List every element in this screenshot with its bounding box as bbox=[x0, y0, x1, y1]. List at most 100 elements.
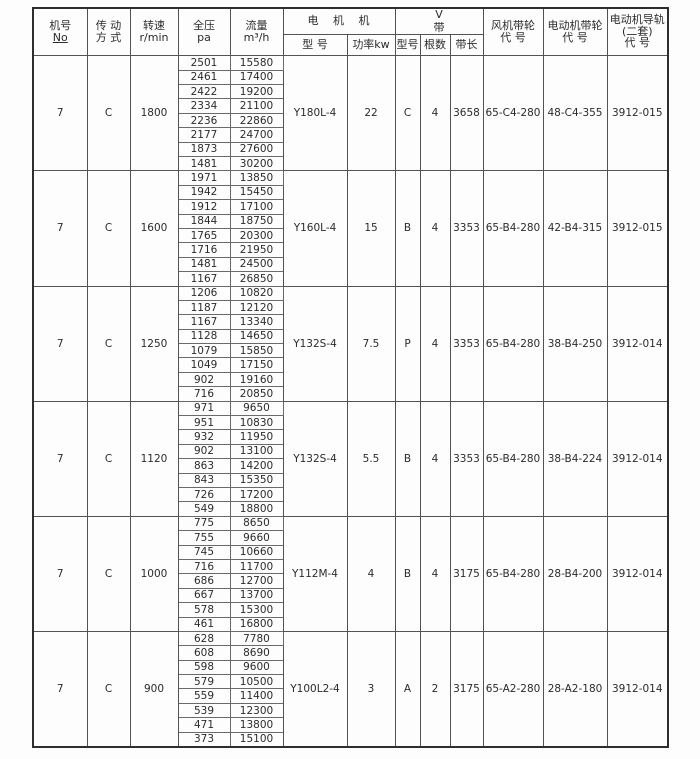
data-row: 951 10830 bbox=[33, 415, 668, 431]
rail-code-cell: 3912-014 bbox=[606, 630, 669, 748]
data-row: 1167 13340 bbox=[33, 314, 668, 330]
motor-power-cell: 4 bbox=[346, 515, 396, 632]
machine-no-cell: 7 bbox=[32, 285, 88, 402]
flow-cell: 9600 bbox=[229, 659, 284, 676]
data-row: 7 C 1800 2501 15580 Y180L-4 22 C 4 3658 65-C4-280 4… bbox=[32, 55, 669, 172]
data-row: 1873 27600 bbox=[33, 141, 668, 158]
flow-cell: 11700 bbox=[229, 558, 284, 575]
flow-cell: 8650 bbox=[229, 515, 284, 532]
flow-cell: 9660 bbox=[229, 530, 284, 546]
motor-model-cell: Y112M-4 bbox=[282, 515, 348, 632]
motor-model-cell: Y100L2-4 bbox=[282, 630, 348, 748]
fan-pulley-code-cell: 65-C4-280 bbox=[482, 55, 544, 172]
header-flow-label: 流量 bbox=[245, 18, 268, 32]
pressure-cell: 745 bbox=[177, 544, 231, 560]
drive-type-cell: C bbox=[86, 400, 131, 517]
flow-cell: 14650 bbox=[229, 328, 284, 345]
data-row: 686 12700 bbox=[33, 573, 668, 589]
data-row: 2236 22860 bbox=[33, 112, 668, 129]
pressure-cell: 1716 bbox=[177, 242, 231, 258]
rail-code-cell: 3912-015 bbox=[606, 170, 669, 287]
data-row: 755 9660 bbox=[33, 530, 668, 546]
rail-code-cell: 3912-014 bbox=[606, 515, 669, 632]
flow-cell: 10500 bbox=[229, 674, 284, 690]
header-pressure: 全压 pa bbox=[177, 7, 231, 57]
motor-model-cell: Y180L-4 bbox=[282, 55, 348, 172]
pressure-cell: 2461 bbox=[177, 69, 231, 86]
fan-pulley-code-cell: 65-B4-280 bbox=[482, 515, 544, 632]
data-row: 549 18800 bbox=[33, 501, 668, 517]
header-rail-label: 电动机导轨 bbox=[609, 13, 665, 27]
pressure-cell: 1206 bbox=[177, 285, 231, 301]
fan-pulley-code-cell: 65-B4-280 bbox=[482, 170, 544, 287]
data-row: 902 19160 bbox=[33, 371, 668, 388]
speed-cell: 1000 bbox=[129, 515, 179, 632]
data-row: 7 C 900 628 7780 Y100L2-4 3 A 2 3175 65-A2-280 28-A… bbox=[32, 630, 669, 748]
data-row: 716 11700 bbox=[33, 558, 668, 575]
belt-length-cell: 3353 bbox=[449, 170, 484, 287]
pressure-cell: 628 bbox=[177, 630, 231, 647]
fan-pulley-code-cell: 65-B4-280 bbox=[482, 285, 544, 402]
flow-cell: 15450 bbox=[229, 184, 284, 201]
header-speed: 转速 r/min bbox=[129, 7, 179, 57]
rail-code-cell: 3912-014 bbox=[606, 400, 669, 517]
pressure-cell: 1167 bbox=[177, 314, 231, 330]
pressure-cell: 1187 bbox=[177, 299, 231, 316]
drive-type-cell: C bbox=[86, 630, 131, 748]
header-machine-no-sublabel: No bbox=[52, 31, 68, 45]
header-vbelt-v: V bbox=[435, 8, 443, 21]
header-speed-unit: r/min bbox=[139, 31, 169, 45]
header-rail-sublabel: 代 号 bbox=[624, 36, 651, 50]
pressure-cell: 971 bbox=[177, 400, 231, 417]
flow-cell: 15350 bbox=[229, 472, 284, 489]
motor-pulley-code-cell: 28-A2-180 bbox=[542, 630, 608, 748]
header-motor-rail-code: 电动机导轨 (二套) 代 号 bbox=[606, 7, 669, 57]
flow-cell: 14200 bbox=[229, 458, 284, 474]
speed-cell: 1250 bbox=[129, 285, 179, 402]
pressure-cell: 863 bbox=[177, 458, 231, 474]
vbelt-count-cell: 2 bbox=[419, 630, 451, 748]
vbelt-type-cell: C bbox=[394, 55, 421, 172]
drive-type-cell: C bbox=[86, 55, 131, 172]
header-rail-sets: (二套) bbox=[621, 24, 653, 38]
motor-power-cell: 7.5 bbox=[346, 285, 396, 402]
pressure-cell: 726 bbox=[177, 486, 231, 503]
machine-no-cell: 7 bbox=[32, 55, 88, 172]
pressure-cell: 1128 bbox=[177, 328, 231, 345]
pressure-cell: 1942 bbox=[177, 184, 231, 201]
flow-cell: 17400 bbox=[229, 69, 284, 86]
data-row: 1942 15450 bbox=[33, 184, 668, 201]
machine-no-cell: 7 bbox=[32, 400, 88, 517]
flow-cell: 12120 bbox=[229, 299, 284, 316]
data-row: 7 C 1250 1206 10820 Y132S-4 7.5 P 4 3353 65-B4-280… bbox=[32, 285, 669, 402]
belt-length-cell: 3353 bbox=[449, 285, 484, 402]
pressure-cell: 843 bbox=[177, 472, 231, 489]
data-row: 726 17200 bbox=[33, 486, 668, 503]
vbelt-type-cell: P bbox=[394, 285, 421, 402]
data-row: 539 12300 bbox=[33, 702, 668, 719]
flow-cell: 24700 bbox=[229, 127, 284, 143]
pressure-cell: 2422 bbox=[177, 84, 231, 100]
flow-cell: 11400 bbox=[229, 688, 284, 704]
header-belt-length: 带长 bbox=[449, 34, 484, 57]
header-fan-pulley-code: 风机带轮 代 号 bbox=[482, 7, 544, 57]
header-drive-sublabel: 方 式 bbox=[95, 31, 122, 45]
drive-type-cell: C bbox=[86, 285, 131, 402]
header-motor-pulley-code: 电动机带轮 代 号 bbox=[542, 7, 608, 57]
motor-power-cell: 3 bbox=[346, 630, 396, 748]
data-row: 1912 17100 bbox=[33, 199, 668, 215]
pressure-cell: 1873 bbox=[177, 141, 231, 158]
data-row: 598 9600 bbox=[33, 659, 668, 676]
data-row: 1481 30200 bbox=[33, 156, 668, 172]
speed-cell: 1120 bbox=[129, 400, 179, 517]
rail-code-cell: 3912-015 bbox=[606, 55, 669, 172]
flow-cell: 11950 bbox=[229, 429, 284, 445]
header-vbelt-count: 根数 bbox=[419, 34, 451, 57]
belt-length-cell: 3353 bbox=[449, 400, 484, 517]
pressure-cell: 1079 bbox=[177, 343, 231, 359]
header-motor-model: 型 号 bbox=[282, 34, 348, 57]
data-row: 2422 19200 bbox=[33, 84, 668, 100]
header-motor-pulley-sublabel: 代 号 bbox=[562, 31, 588, 45]
motor-model-cell: Y132S-4 bbox=[282, 285, 348, 402]
pressure-cell: 471 bbox=[177, 717, 231, 733]
